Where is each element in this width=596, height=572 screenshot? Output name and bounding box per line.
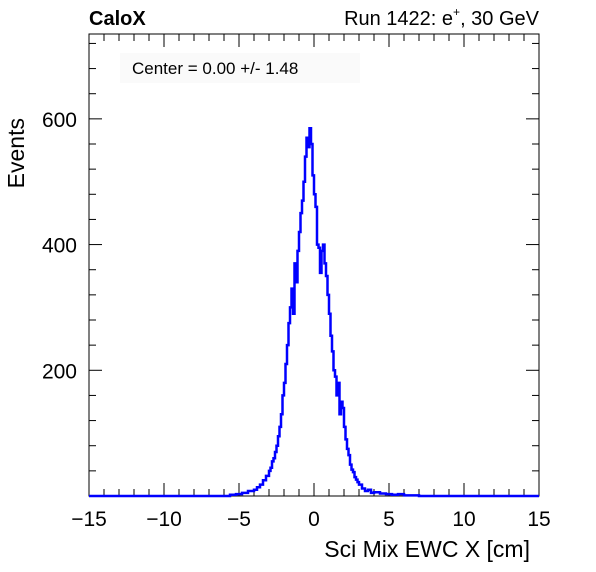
brand-label: CaloX xyxy=(89,8,146,30)
axis-ticks xyxy=(88,34,540,496)
x-tick-label: 10 xyxy=(452,508,475,531)
tick-labels: −15 −10 −5 0 5 10 15 200 400 600 xyxy=(42,109,551,531)
histogram-line xyxy=(89,127,539,498)
x-axis-label: Sci Mix EWC X [cm] xyxy=(324,536,530,562)
x-tick-label: 15 xyxy=(527,508,550,531)
y-axis-label: Events xyxy=(3,118,29,188)
plot-frame xyxy=(88,33,540,497)
x-tick-label: 5 xyxy=(383,508,395,531)
x-tick-label: −5 xyxy=(227,508,251,531)
run-title: Run 1422: e+, 30 GeV xyxy=(344,5,540,30)
annotation-box xyxy=(120,53,360,83)
y-tick-label: 600 xyxy=(42,109,77,132)
x-tick-label: −15 xyxy=(71,508,107,531)
y-tick-label: 400 xyxy=(42,235,77,258)
x-tick-label: −10 xyxy=(146,508,182,531)
x-tick-label: 0 xyxy=(308,508,320,531)
center-annotation: Center = 0.00 +/- 1.48 xyxy=(132,59,298,78)
y-tick-label: 200 xyxy=(42,360,77,383)
